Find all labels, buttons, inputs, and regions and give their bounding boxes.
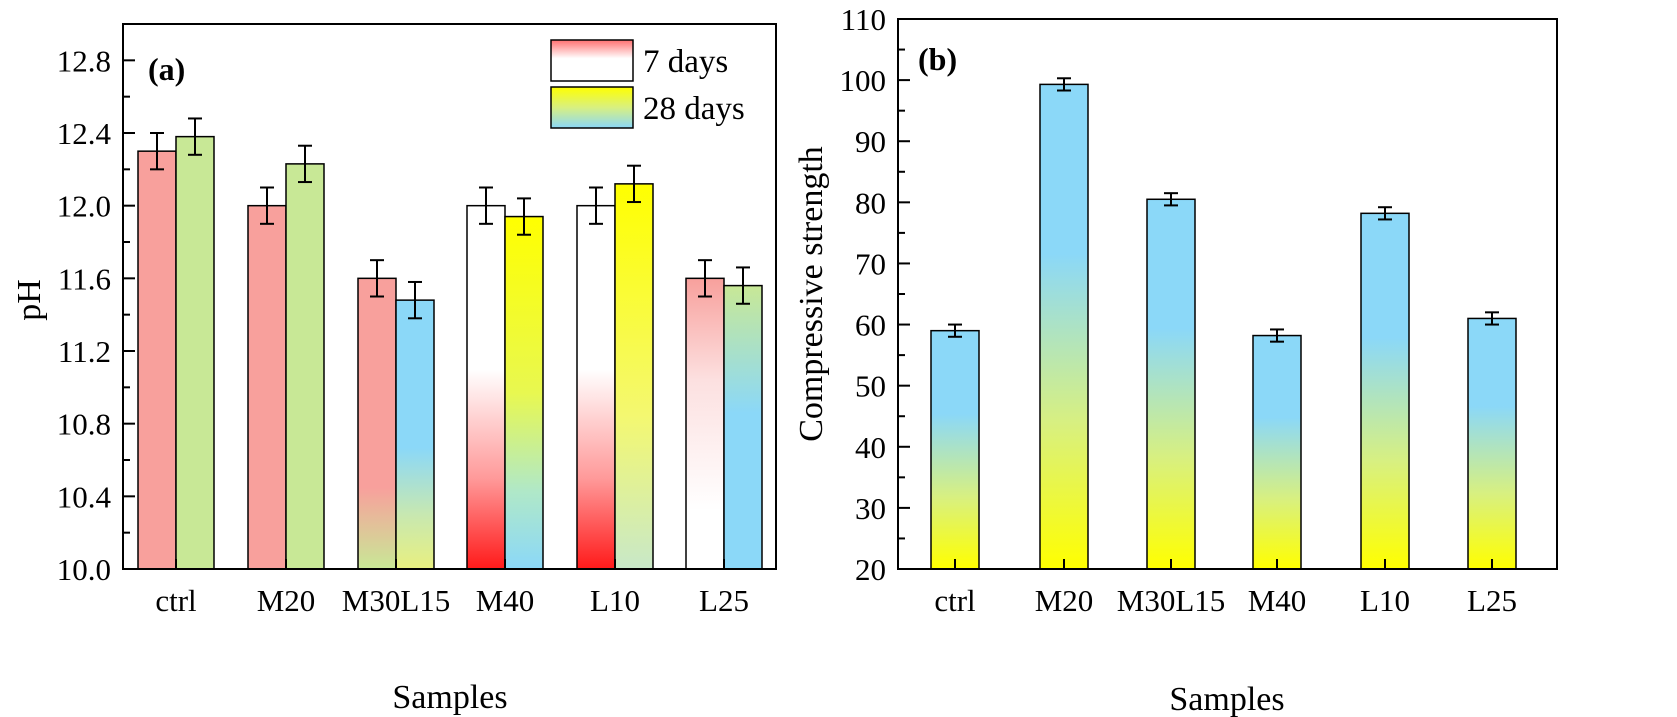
panel-a-y-tick-label: 10.4 [57,479,112,514]
panel-a-error-bar [589,186,603,225]
panel-a-error-bars [150,117,750,320]
panel-a-legend: 7 days 28 days [550,39,745,129]
panel-b-error-bars [948,77,1499,343]
panel-b-y-tick-label: 100 [840,63,887,98]
panel-a-error-bar [188,117,202,156]
panel-b-x-tick-label: L25 [1467,583,1517,618]
panel-a-error-bar [627,164,641,204]
panel-a-y-tick-label: 12.4 [57,116,112,151]
panel-a-x-tick-label: M20 [257,583,316,618]
panel-b-x-axis: ctrl M20 M30L15 M40 L10 L25 [934,559,1517,618]
panel-b-y-tick-label: 50 [855,369,886,404]
panel-a-bar-L10-7-days [576,204,616,570]
panel-b-bar-L25 [1467,317,1517,570]
panel-a-y-tick-label: 10.0 [57,552,111,587]
panel-b-chart: 20 30 40 50 60 70 80 90 100 110 ctrl M20 M30L15 M40 L… [793,2,1558,717]
panel-b-y-tick-label: 20 [855,552,886,587]
panel-a-bar-L25-7-days [685,277,725,570]
panel-b-bars [930,83,1517,570]
panel-b-x-tick-label: ctrl [934,583,975,618]
panel-a-y-tick-label: 12.0 [57,189,111,224]
panel-a-label: (a) [148,51,185,87]
panel-a-bar-M30L15-28-days [395,299,435,570]
panel-a-bar-M30L15-7-days [357,277,397,570]
panel-b-y-tick-label: 70 [855,246,886,281]
panel-a-bar-ctrl-7-days [137,150,177,570]
panel-b-y-tick-label: 110 [841,2,886,37]
panel-b-error-bar [1270,328,1284,343]
panel-a-chart: 10.0 10.4 10.8 11.2 11.6 12.0 12.4 12.8 ctrl M20… [11,23,777,716]
panel-a-x-axis-title: Samples [392,679,507,716]
panel-b-error-bar [1485,311,1499,326]
legend-swatch-7-days [550,39,634,82]
panel-b-x-tick-label: L10 [1360,583,1410,618]
panel-a-x-axis: ctrl M20 M30L15 M40 L10 L25 [155,559,749,618]
panel-a-error-bar [736,266,750,305]
panel-a-bar-L25-28-days [723,284,763,570]
panel-a-error-bar [260,186,274,225]
panel-a-bar-M20-7-days [247,204,287,570]
legend-swatch-28-days [550,86,634,129]
panel-b-error-bar [1057,77,1071,92]
panel-b-bar-L10 [1360,212,1410,570]
panel-b-plot-frame [897,18,1558,570]
panel-a-y-axis-title: pH [11,279,48,321]
panel-a-x-tick-label: L25 [699,583,749,618]
panel-a-x-tick-label: L10 [590,583,640,618]
panel-a-error-bar [298,144,312,184]
panel-a-error-bar [150,132,164,171]
panel-b-x-tick-label: M20 [1035,583,1094,618]
panel-a-y-axis: 10.0 10.4 10.8 11.2 11.6 12.0 12.4 12.8 [57,43,135,587]
panel-b-y-tick-label: 40 [855,430,886,465]
panel-a-error-bar [370,259,384,298]
panel-b-y-axis: 20 30 40 50 60 70 80 90 100 110 [840,2,910,587]
panel-a-error-bar [479,186,493,225]
panel-a-y-tick-label: 12.8 [57,43,111,78]
panel-a-error-bar [517,197,531,236]
panel-b-error-bar [1378,206,1392,221]
panel-b-error-bar [1164,192,1178,207]
panel-a-bars [137,135,763,570]
panel-b-x-tick-label: M40 [1248,583,1307,618]
panel-a-x-tick-label: ctrl [155,583,196,618]
panel-a-bar-L10-28-days [614,183,654,570]
panel-a-x-tick-label: M30L15 [342,583,451,618]
panel-b-error-bar [948,323,962,338]
panel-a-x-tick-label: M40 [476,583,535,618]
panel-b-bar-M40 [1252,334,1302,570]
panel-b-bar-M20 [1039,83,1089,570]
panel-b-label: (b) [918,41,957,77]
panel-b-bar-M30L15 [1146,198,1196,570]
panel-b-y-tick-label: 30 [855,491,886,526]
panel-b-bar-ctrl [930,329,980,570]
panel-a-plot-frame [122,23,777,570]
panel-b-x-axis-title: Samples [1169,681,1284,717]
panel-a-y-tick-label: 11.2 [58,334,111,369]
legend-label-28-days: 28 days [643,91,745,127]
panel-a-bar-M40-7-days [466,204,506,570]
panel-a-bar-M20-28-days [285,163,325,570]
panel-a-error-bar [698,259,712,298]
legend-label-7-days: 7 days [643,44,728,80]
panel-a-bar-M40-28-days [504,215,544,570]
panel-a-y-tick-label: 11.6 [58,261,111,296]
panel-b-y-tick-label: 80 [855,185,886,220]
panel-b-y-tick-label: 60 [855,308,886,343]
panel-a-bar-ctrl-28-days [175,135,215,570]
panel-a-y-tick-label: 10.8 [57,407,111,442]
panel-b-x-tick-label: M30L15 [1117,583,1226,618]
panel-a-error-bar [408,280,422,320]
panel-b-y-tick-label: 90 [855,124,886,159]
panel-b-y-axis-title: Compressive strength [793,146,830,442]
